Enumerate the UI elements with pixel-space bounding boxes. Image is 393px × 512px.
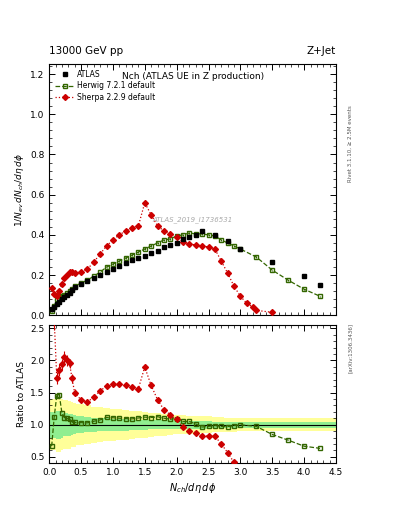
Text: 13000 GeV pp: 13000 GeV pp — [49, 46, 123, 56]
Text: Rivet 3.1.10, ≥ 2.5M events: Rivet 3.1.10, ≥ 2.5M events — [348, 105, 353, 182]
Text: Z+Jet: Z+Jet — [307, 46, 336, 56]
X-axis label: $N_{ch}/d\eta\,d\phi$: $N_{ch}/d\eta\,d\phi$ — [169, 481, 216, 496]
Y-axis label: $1/N_{ev}\,dN_{ch}/d\eta\,d\phi$: $1/N_{ev}\,dN_{ch}/d\eta\,d\phi$ — [13, 153, 26, 227]
Y-axis label: Ratio to ATLAS: Ratio to ATLAS — [17, 361, 26, 427]
Legend: ATLAS, Herwig 7.2.1 default, Sherpa 2.2.9 default: ATLAS, Herwig 7.2.1 default, Sherpa 2.2.… — [53, 68, 158, 104]
Text: ATLAS_2019_I1736531: ATLAS_2019_I1736531 — [152, 217, 233, 223]
Text: Nch (ATLAS UE in Z production): Nch (ATLAS UE in Z production) — [121, 72, 264, 80]
Text: [arXiv:1306.3436]: [arXiv:1306.3436] — [348, 323, 353, 373]
